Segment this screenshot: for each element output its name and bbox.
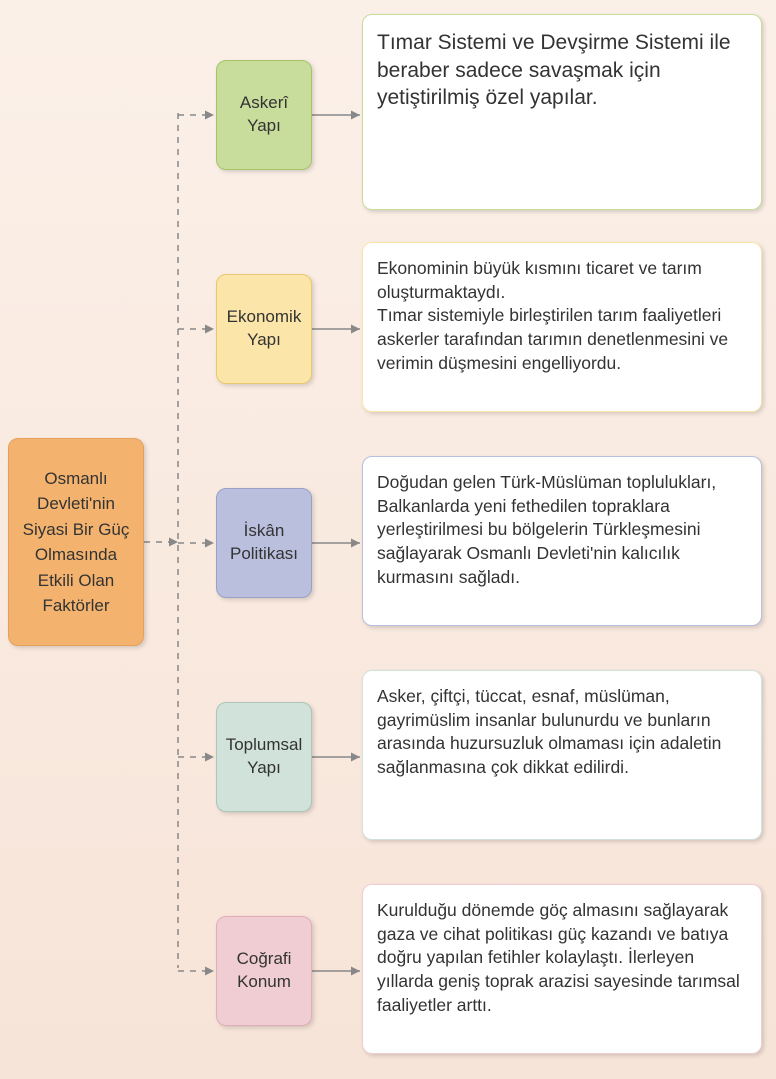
root-label: Osmanlı Devleti'nin Siyasi Bir Güç Olmas… bbox=[19, 466, 133, 619]
category-node: Askerî Yapı bbox=[216, 60, 312, 170]
category-label: İskân Politikası bbox=[230, 520, 298, 566]
description-text: Kurulduğu dönemde göç almasını sağlayara… bbox=[377, 899, 747, 1017]
root-node: Osmanlı Devleti'nin Siyasi Bir Güç Olmas… bbox=[8, 438, 144, 646]
category-node: Ekonomik Yapı bbox=[216, 274, 312, 384]
category-node: İskân Politikası bbox=[216, 488, 312, 598]
description-node: Asker, çiftçi, tüccat, esnaf, müslüman, … bbox=[362, 670, 762, 840]
category-label: Askerî Yapı bbox=[240, 92, 288, 138]
description-node: Tımar Sistemi ve Devşirme Sistemi ile be… bbox=[362, 14, 762, 210]
description-text: Asker, çiftçi, tüccat, esnaf, müslüman, … bbox=[377, 685, 747, 780]
category-node: Toplumsal Yapı bbox=[216, 702, 312, 812]
description-node: Doğudan gelen Türk-Müslüman toplulukları… bbox=[362, 456, 762, 626]
category-label: Ekonomik Yapı bbox=[227, 306, 302, 352]
category-node: Coğrafi Konum bbox=[216, 916, 312, 1026]
description-text: Doğudan gelen Türk-Müslüman toplulukları… bbox=[377, 471, 747, 589]
category-label: Toplumsal Yapı bbox=[226, 734, 303, 780]
description-text: Ekonominin büyük kısmını ticaret ve tarı… bbox=[377, 257, 747, 375]
category-label: Coğrafi Konum bbox=[237, 948, 292, 994]
description-node: Ekonominin büyük kısmını ticaret ve tarı… bbox=[362, 242, 762, 412]
description-text: Tımar Sistemi ve Devşirme Sistemi ile be… bbox=[377, 29, 747, 112]
description-node: Kurulduğu dönemde göç almasını sağlayara… bbox=[362, 884, 762, 1054]
